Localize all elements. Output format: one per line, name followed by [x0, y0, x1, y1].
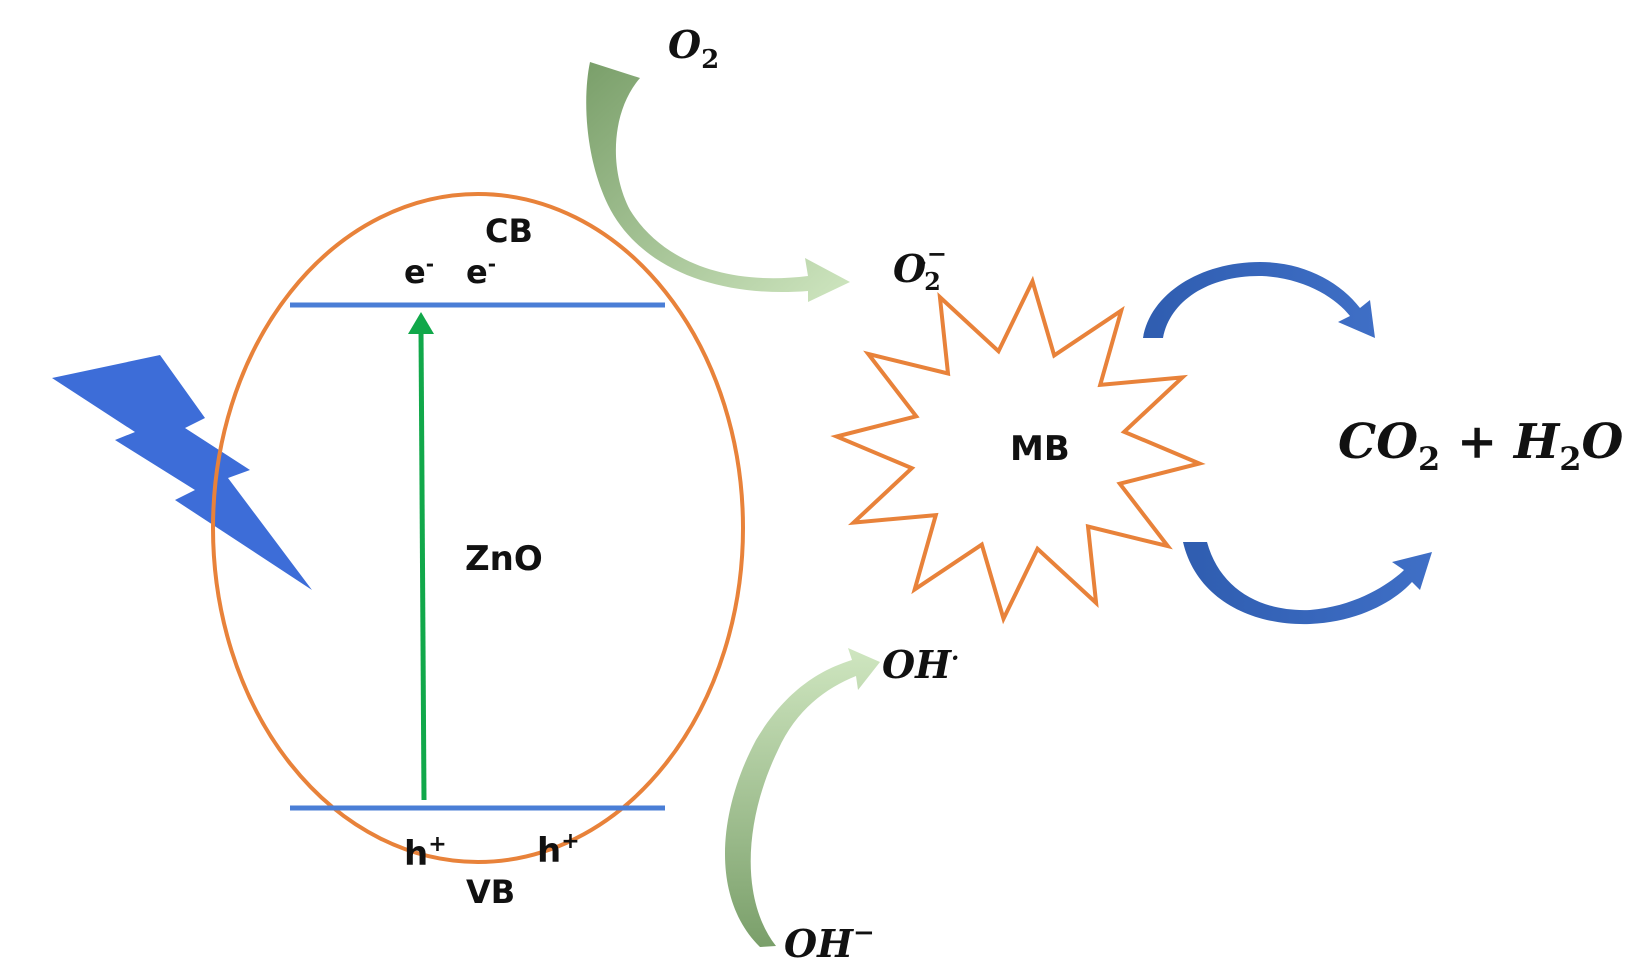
cb-label: CB [485, 212, 533, 250]
superoxide-dot: · [920, 251, 927, 275]
hole-label-2: h+ [537, 829, 580, 871]
products-label: CO2 + H2O [1338, 414, 1624, 478]
mb-label: MB [1010, 429, 1070, 469]
hydroxide-label: OH− [784, 918, 875, 961]
zno-particle [211, 192, 745, 864]
methylene-blue-star [830, 275, 1206, 625]
hole-label-1: h+ [404, 832, 447, 874]
oxidation-arrow [725, 648, 880, 947]
degradation-arrow-top [1143, 262, 1375, 338]
electron-label-2: e- [466, 252, 496, 291]
excitation-arrow [418, 329, 427, 801]
vb-label: VB [466, 873, 515, 911]
reduction-arrow [586, 62, 850, 302]
degradation-arrow-bottom [1183, 542, 1432, 625]
electron-label-1: e- [404, 252, 434, 291]
o2-label: O2 [668, 22, 719, 75]
superoxide-label: O2− [893, 239, 947, 296]
oh-radical-label: OH· [882, 642, 959, 687]
lightning-bolt-icon [52, 355, 312, 590]
zno-label: ZnO [465, 539, 543, 579]
excitation-arrow-head [408, 312, 434, 334]
